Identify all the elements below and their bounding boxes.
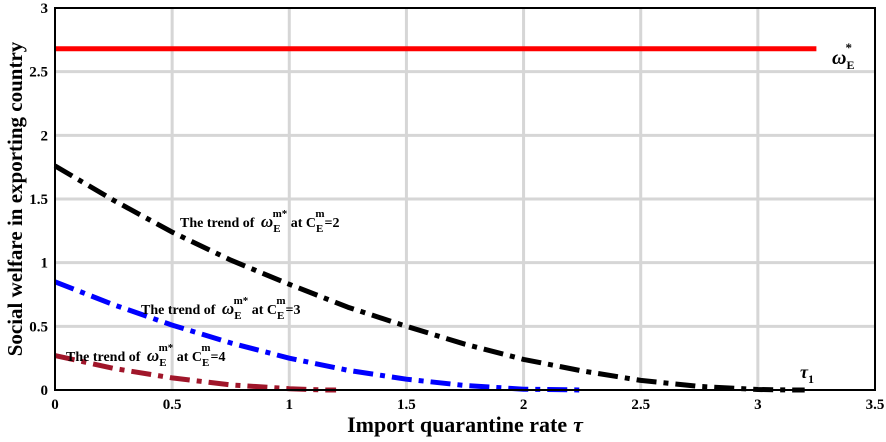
trend-label-3: The trend of ωEm* at CEm=4 bbox=[66, 342, 226, 369]
x-tick-label: 0.5 bbox=[163, 397, 182, 413]
series-line-2 bbox=[53, 163, 805, 393]
x-tick-label: 2 bbox=[520, 397, 528, 413]
y-tick-label: 0 bbox=[41, 383, 49, 399]
x-tick-label: 0 bbox=[51, 397, 59, 413]
trend-labels: The trend of ωEm* at CEm=2 The trend of ω… bbox=[66, 208, 340, 369]
x-tick-label: 2.5 bbox=[631, 397, 650, 413]
y-tick-label: 2.5 bbox=[29, 65, 48, 81]
omega-e-star-label: ωE* bbox=[832, 40, 854, 72]
grid bbox=[55, 8, 875, 390]
series-layer bbox=[53, 46, 817, 393]
x-tick-label: 3 bbox=[754, 397, 762, 413]
y-tick-label: 3 bbox=[41, 1, 49, 17]
x-axis-label: Import quarantine rate τ bbox=[347, 412, 584, 437]
ticks: 0 0.5 1 1.5 2 2.5 3 3.5 0 0.5 1 1.5 2 2.5 3 bbox=[29, 1, 884, 413]
y-tick-label: 1 bbox=[41, 256, 49, 272]
x-tick-label: 3.5 bbox=[866, 397, 885, 413]
trend-label-2: The trend of ωEm* at CEm=3 bbox=[141, 295, 301, 322]
tau-1-label: τ1 bbox=[800, 362, 814, 386]
y-axis-label: Social welfare in exporting country bbox=[3, 41, 27, 356]
trend-label-1: The trend of ωEm* at CEm=2 bbox=[180, 208, 340, 235]
plot-frame bbox=[54, 7, 876, 391]
series-line-3 bbox=[54, 279, 583, 393]
y-tick-label: 1.5 bbox=[29, 192, 48, 208]
x-tick-label: 1 bbox=[286, 397, 294, 413]
y-tick-label: 0.5 bbox=[29, 319, 48, 335]
y-tick-label: 2 bbox=[41, 128, 49, 144]
x-tick-label: 1.5 bbox=[397, 397, 416, 413]
